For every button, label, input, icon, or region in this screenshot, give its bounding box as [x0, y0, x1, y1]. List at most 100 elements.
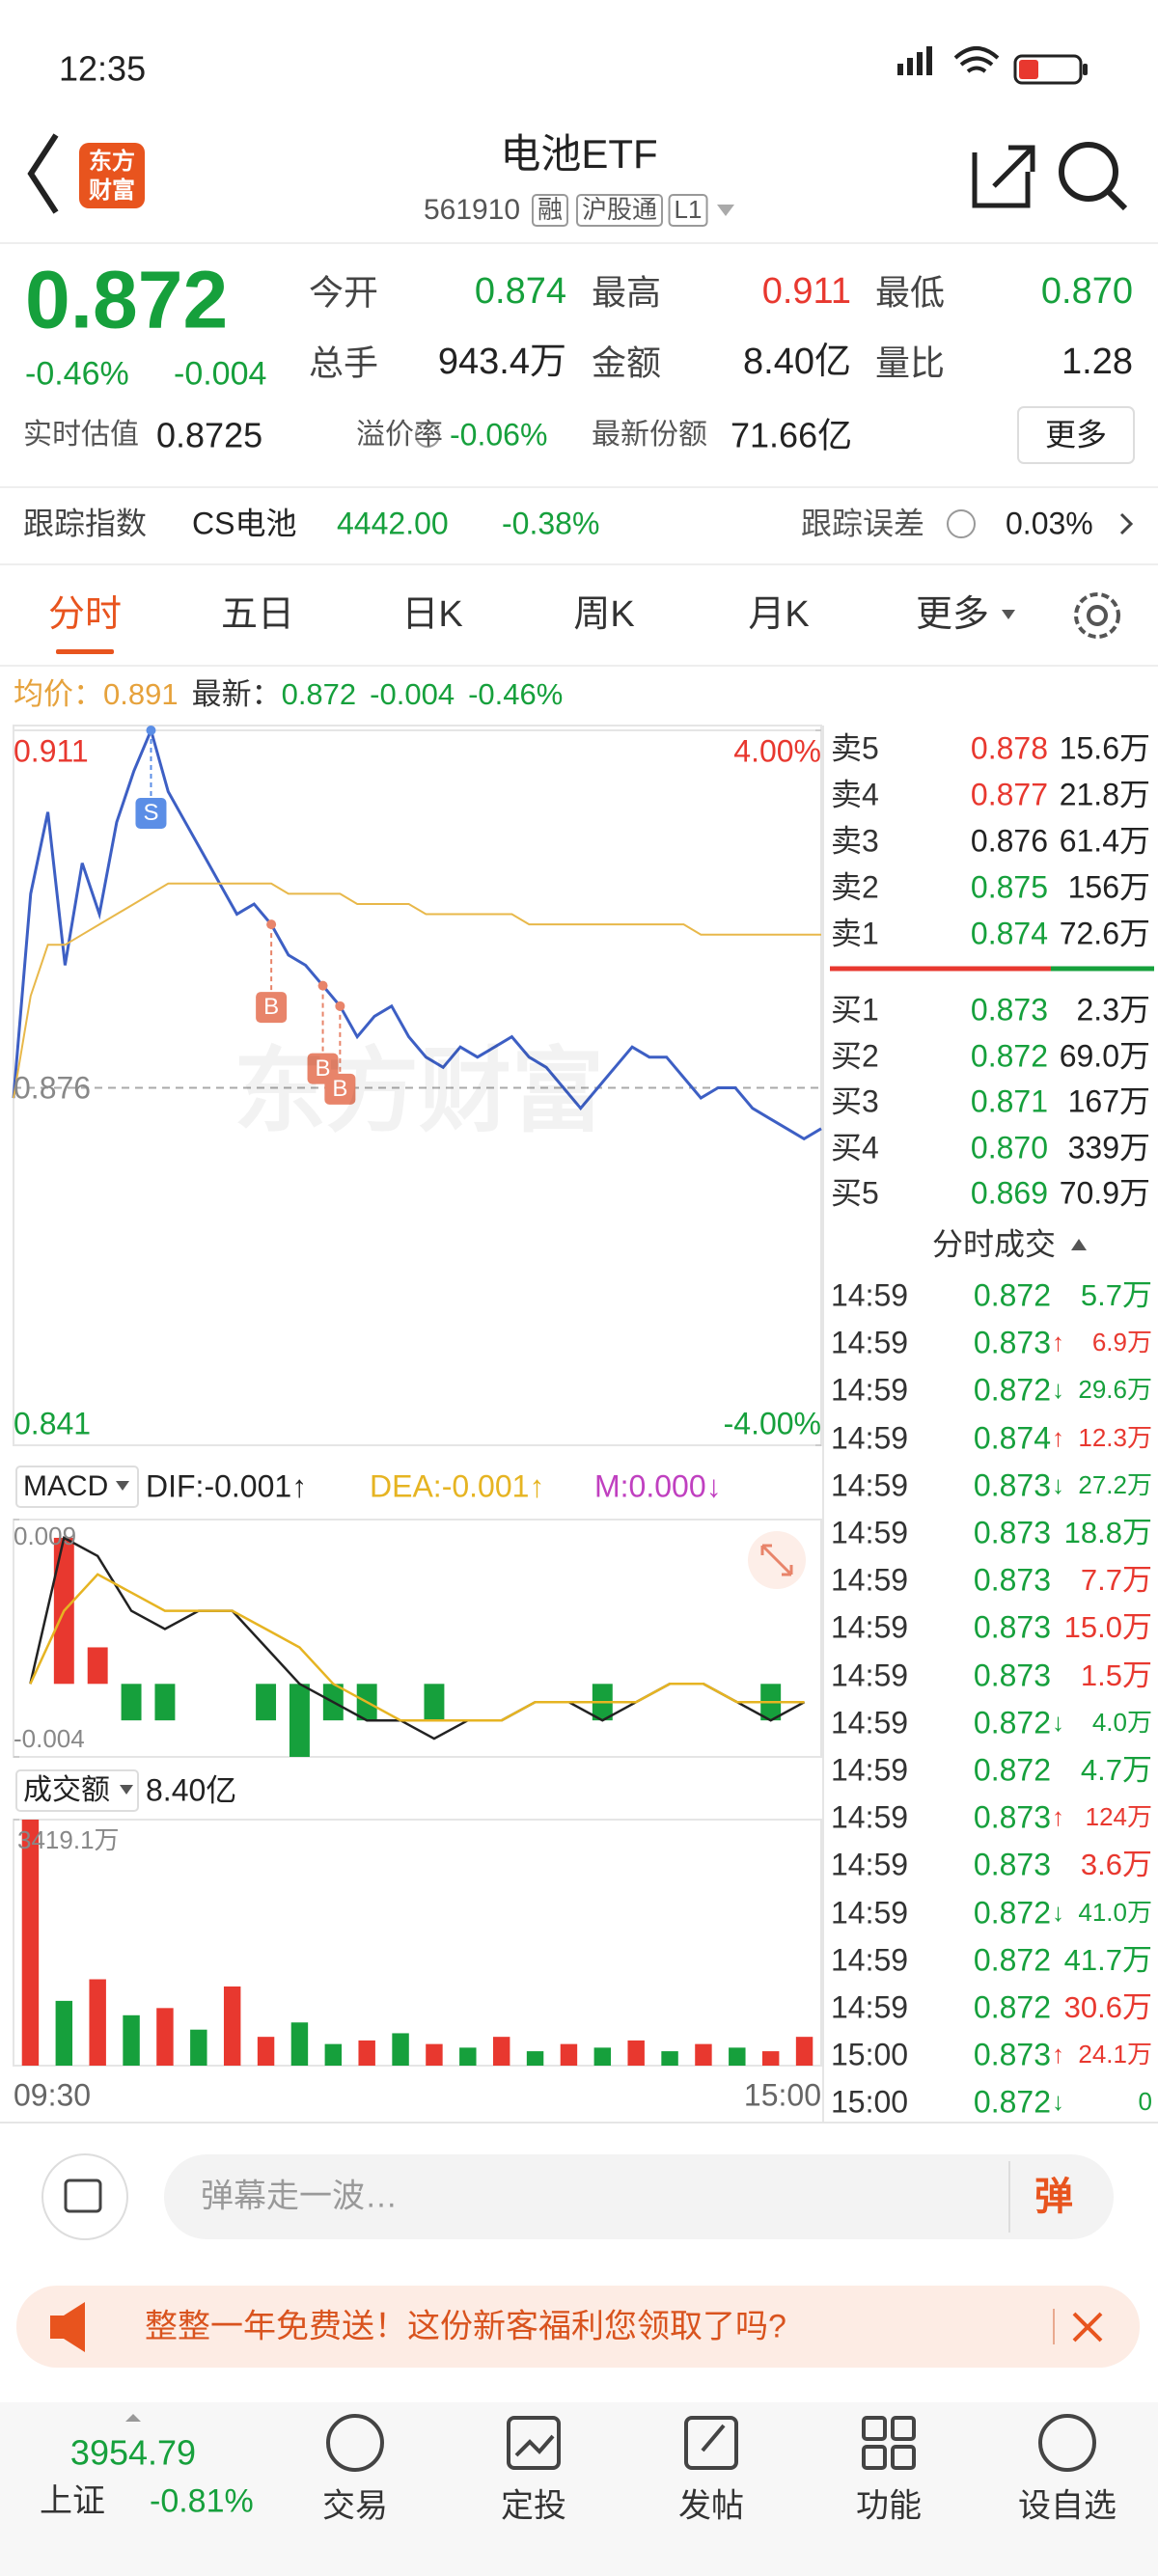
trades-title[interactable]: 分时成交	[931, 1226, 1057, 1262]
info-pct: -0.46%	[468, 677, 564, 712]
field-value: 0.874	[474, 271, 566, 313]
trade-time: 14:59	[831, 1325, 909, 1360]
trade-time: 14:59	[831, 1467, 909, 1503]
average-line	[13, 882, 821, 1099]
trade-time: 15:00	[831, 2084, 909, 2120]
battery-level: 14	[1040, 58, 1063, 80]
field-label: 总手	[309, 343, 379, 383]
more-button[interactable]	[1017, 406, 1135, 464]
price: 0.872	[25, 254, 229, 345]
volume-bar	[729, 2047, 746, 2066]
search-icon[interactable]	[1059, 142, 1128, 211]
trade-volume: 41.7万	[1063, 1942, 1152, 1977]
book-volume: 167万	[1067, 1083, 1150, 1119]
tracking-value: 4442.00	[337, 506, 449, 541]
trade-time: 14:59	[831, 1752, 909, 1788]
help-icon[interactable]	[947, 509, 976, 538]
nav-item[interactable]: 设自选	[1018, 2487, 1117, 2525]
share-icon[interactable]	[972, 145, 1035, 208]
book-label: 买5	[831, 1175, 879, 1211]
nav-item[interactable]: 定投	[501, 2487, 566, 2525]
dropdown-arrow	[116, 1481, 129, 1491]
volume-bar	[21, 1820, 40, 2066]
field-value: 0.870	[1040, 271, 1133, 313]
trade-time: 14:59	[831, 1420, 909, 1456]
logo	[79, 143, 145, 208]
volume-bar	[426, 2043, 443, 2066]
tag: 融	[531, 194, 569, 227]
volume-bar	[156, 2008, 174, 2066]
more-button[interactable]: 更多	[1044, 417, 1108, 452]
trade-volume: 41.0万	[1078, 1897, 1152, 1927]
nav-item[interactable]: 功能	[856, 2487, 922, 2525]
trade-time: 14:59	[831, 1895, 909, 1931]
book-label: 买1	[831, 992, 879, 1028]
comment-placeholder[interactable]: 弹幕走一波…	[201, 2178, 398, 2215]
comment-icon-bg[interactable]	[41, 2153, 128, 2240]
annotation-box	[135, 798, 167, 829]
dropdown-arrow[interactable]	[717, 205, 734, 216]
y2-tick-label: -4.00%	[723, 1406, 821, 1441]
banner-text[interactable]: 整整一年免费送！这份新客福利您领取了吗?	[145, 2308, 786, 2345]
indicator-name: MACD	[23, 1469, 109, 1502]
indicator-select[interactable]	[15, 1466, 139, 1508]
book-label: 卖1	[831, 916, 879, 951]
page-title: 电池ETF	[500, 130, 658, 177]
book-price: 0.876	[970, 823, 1048, 859]
volume-bar	[190, 2029, 207, 2066]
y-tick-label: 0.876	[14, 1070, 92, 1106]
macd-bar	[289, 1684, 310, 1757]
collapse-arrow[interactable]	[1071, 1239, 1087, 1250]
info-icon[interactable]	[415, 423, 440, 448]
trade-price: 0.873	[973, 2037, 1051, 2072]
nav-item[interactable]: 交易	[322, 2487, 388, 2525]
tab[interactable]: 更多	[915, 594, 990, 636]
trade-price: 0.873	[973, 1609, 1051, 1645]
volume-bar	[459, 2047, 477, 2066]
book-label: 买3	[831, 1083, 879, 1119]
trade-volume: 29.6万	[1078, 1375, 1152, 1405]
dropdown-arrow[interactable]	[1002, 610, 1015, 619]
trade-direction: ↑	[1052, 2040, 1064, 2069]
settings-icon[interactable]	[1074, 592, 1120, 639]
y-tick-label: 0.911	[14, 733, 89, 769]
comment-input[interactable]	[164, 2154, 1114, 2239]
trade-time: 14:59	[831, 1562, 909, 1598]
danmaku-button[interactable]: 弹	[1034, 2176, 1073, 2218]
logo-text: 东方	[89, 149, 135, 176]
y-tick-label: 0.841	[14, 1406, 92, 1441]
tab[interactable]: 五日	[220, 594, 295, 636]
indicator-select[interactable]	[15, 1769, 139, 1812]
nav-item[interactable]: 发帖	[678, 2487, 744, 2525]
info-last-label: 最新：	[191, 677, 282, 712]
volume-bar	[795, 2037, 813, 2066]
info-avg-label: 均价：	[14, 677, 103, 712]
volume-bar	[358, 2040, 375, 2066]
promo-banner[interactable]	[16, 2286, 1140, 2368]
tab[interactable]: 周K	[573, 594, 635, 636]
tracking-index: CS电池	[192, 506, 297, 541]
trade-price: 0.872	[973, 1705, 1051, 1740]
back-icon[interactable]	[27, 133, 59, 214]
volume-bar	[560, 2043, 578, 2066]
volume-bar	[392, 2033, 409, 2066]
trade-direction: ↑	[1052, 1422, 1064, 1452]
annotation-point	[335, 1000, 345, 1011]
chevron[interactable]	[1119, 512, 1134, 535]
trade-volume: 4.0万	[1091, 1707, 1152, 1737]
close-icon[interactable]	[1072, 2312, 1103, 2343]
macd-bar	[424, 1684, 445, 1721]
trade-volume: 15.0万	[1063, 1610, 1152, 1645]
estimate: 0.8725	[156, 415, 263, 455]
tab[interactable]: 日K	[401, 594, 463, 636]
annotation-label: B	[332, 1076, 348, 1103]
annotation-point	[146, 726, 156, 735]
volume-bar	[55, 2000, 73, 2066]
tab[interactable]: 月K	[748, 594, 810, 636]
trade-price: 0.873	[973, 1325, 1051, 1360]
trade-price: 0.874	[973, 1420, 1051, 1456]
tab[interactable]: 分时	[47, 594, 123, 636]
trade-volume: 4.7万	[1080, 1753, 1152, 1788]
trade-price: 0.872	[973, 1752, 1051, 1788]
trade-volume: 18.8万	[1063, 1516, 1152, 1550]
